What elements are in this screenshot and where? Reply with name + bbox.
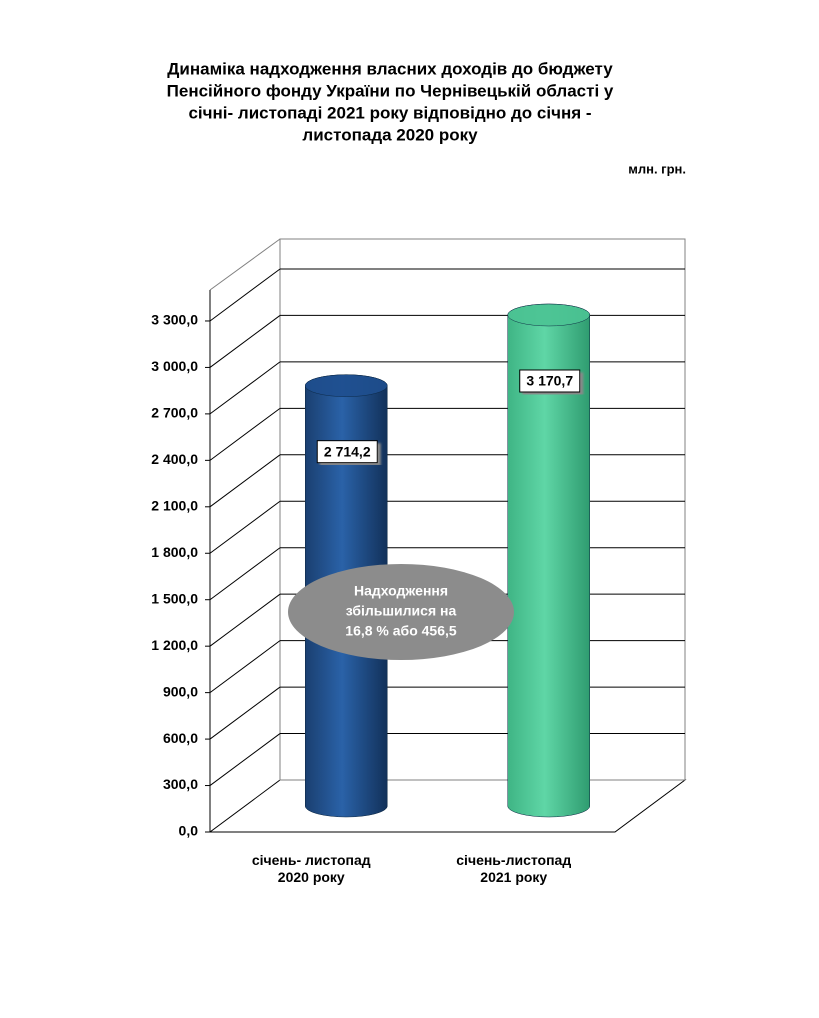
grid-line [209, 407, 281, 461]
y-tick-label: 3 300,0 [151, 312, 198, 328]
y-tick-label: 1 500,0 [151, 590, 198, 606]
chart-title: Динаміка надходження власних доходів до … [167, 59, 613, 78]
chart-title: січні- листопаді 2021 року відповідно до… [188, 103, 591, 122]
grid-line [209, 361, 281, 415]
annotation-bubble [288, 564, 514, 660]
annotation: Надходження [354, 583, 448, 599]
annotation: збільшилися на [346, 603, 457, 619]
grid-line [209, 547, 281, 601]
y-tick-label: 2 400,0 [151, 451, 198, 467]
y-tick-label: 2 100,0 [151, 498, 198, 514]
y-tick-label: 300,0 [163, 776, 198, 792]
x-tick-label: січень- листопад 2020 року [251, 852, 371, 885]
grid-line [209, 268, 281, 322]
grid-line [209, 686, 281, 740]
grid-line [209, 733, 281, 786]
y-tick-label: 900,0 [163, 683, 198, 699]
value-label-box [519, 369, 581, 393]
value-label: 3 170,7 [526, 373, 573, 389]
grid-line [209, 500, 281, 554]
chart-title: Пенсійного фонду України по Чернівецькій… [167, 81, 614, 100]
x-tick-label: січень-листопад 2021 року [456, 852, 572, 885]
y-tick-label: 1 200,0 [151, 637, 198, 653]
value-label-box [316, 440, 378, 464]
chart-title: листопада 2020 року [302, 125, 478, 144]
grid-line [209, 640, 281, 694]
annotation: 16,8 % або 456,5 [345, 623, 457, 639]
y-tick-label: 3 000,0 [151, 358, 198, 374]
y-tick-label: 600,0 [163, 730, 198, 746]
unit-label: млн. грн. [628, 161, 686, 176]
y-tick-label: 1 800,0 [151, 544, 198, 560]
side-wall-top [209, 238, 281, 291]
back-wall [279, 238, 686, 781]
y-tick-label: 2 700,0 [151, 405, 198, 421]
y-tick-label: 0,0 [179, 823, 199, 839]
grid-line [209, 593, 281, 647]
floor [208, 779, 687, 833]
cylinder-top [305, 374, 388, 397]
value-label: 2 714,2 [324, 443, 371, 459]
grid-line [209, 454, 281, 508]
cylinder-top [507, 303, 590, 327]
grid-line [209, 315, 281, 368]
